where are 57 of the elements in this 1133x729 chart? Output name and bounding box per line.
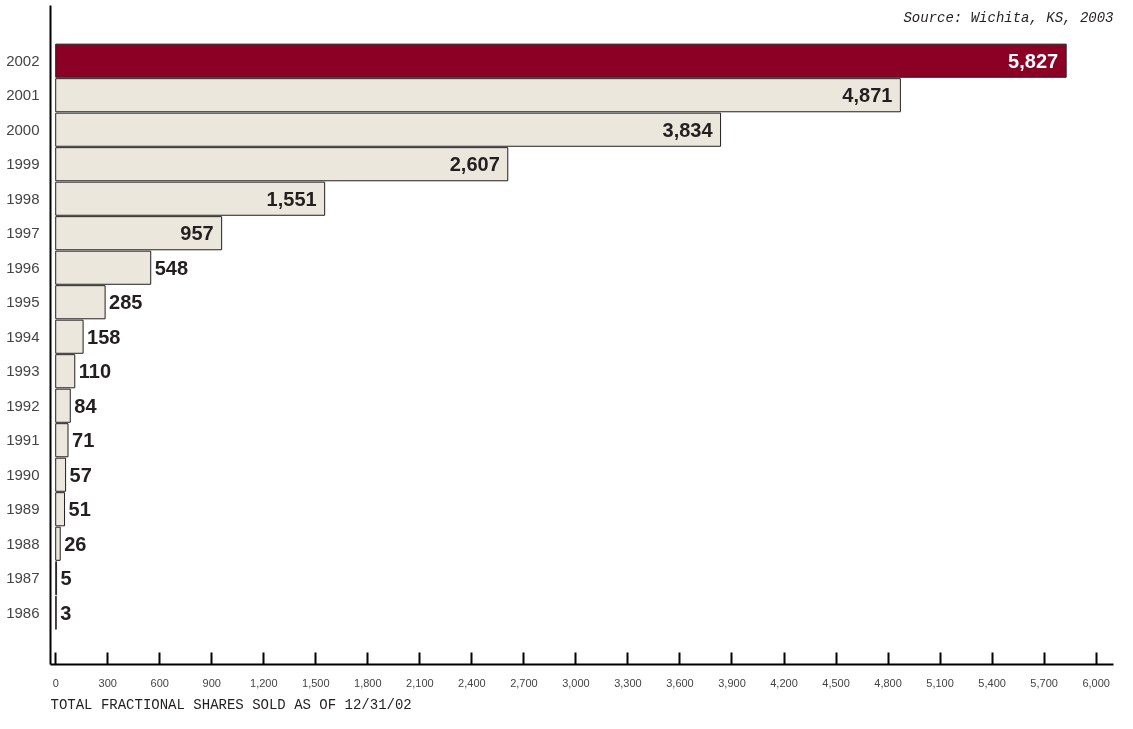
y-tick-label: 1989 [6,500,40,518]
data-label: 3 [60,601,72,624]
data-label: 5 [60,567,72,590]
y-tick-label: 1995 [6,293,40,311]
data-label: 548 [154,256,189,279]
y-tick-label: 1987 [6,569,40,587]
x-tick-label: 5,400 [978,676,1006,689]
y-tick-label: 1993 [6,362,40,380]
x-tick-label: 2,400 [458,676,486,689]
y-tick-label: 2000 [6,120,40,138]
y-tick-label: 1986 [6,603,40,621]
data-label: 158 [87,325,121,348]
y-tick-label: 1991 [6,431,40,449]
data-label: 57 [69,463,92,486]
x-tick-label: 2,100 [406,676,434,689]
x-tick-label: 300 [98,676,117,689]
data-label: 26 [64,532,87,555]
y-tick-label: 1998 [6,189,40,207]
x-tick-label: 1,200 [250,676,278,689]
x-tick-label: 0 [52,676,59,689]
y-tick-label: 1988 [6,534,40,552]
y-tick-label: 1997 [6,224,40,242]
data-label: 2,607 [449,153,500,176]
x-tick-label: 1,800 [354,676,382,689]
x-tick-label: 1,500 [302,676,330,689]
x-tick-label: 6,000 [1082,676,1110,689]
x-tick-label: 3,600 [666,676,694,689]
x-tick-label: 3,900 [718,676,746,689]
data-label: 4,871 [842,84,893,107]
data-label: 71 [72,429,95,452]
y-tick-label: 1999 [6,155,40,173]
x-tick-label: 5,100 [926,676,954,689]
x-tick-label: 600 [150,676,169,689]
data-label: 3,834 [662,118,714,141]
x-tick-label: 4,200 [770,676,798,689]
x-tick-label: 4,500 [822,676,850,689]
data-label: 1,551 [266,187,317,210]
x-tick-label: 900 [202,676,221,689]
x-tick-label: 3,300 [614,676,642,689]
x-tick-label: 4,800 [874,676,902,689]
x-tick-label: 2,700 [510,676,538,689]
x-tick-label: 3,000 [562,676,590,689]
data-label: 5,827 [1008,49,1059,72]
y-tick-label: 1996 [6,258,40,276]
y-tick-label: 2001 [6,86,40,104]
source-note: Source: Wichita, KS, 2003 [903,9,1114,26]
data-label: 84 [74,394,98,417]
y-tick-label: 2002 [6,51,40,69]
x-tick-label: 5,700 [1030,676,1058,689]
y-tick-label: 1990 [6,465,40,483]
data-label: 957 [180,222,214,245]
data-label: 51 [68,498,91,521]
y-tick-label: 1992 [6,396,40,414]
data-label: 285 [109,291,143,314]
y-tick-label: 1994 [6,327,40,345]
x-axis-title: TOTAL FRACTIONAL SHARES SOLD AS OF 12/31/02 [50,696,412,713]
data-label: 110 [78,360,112,383]
